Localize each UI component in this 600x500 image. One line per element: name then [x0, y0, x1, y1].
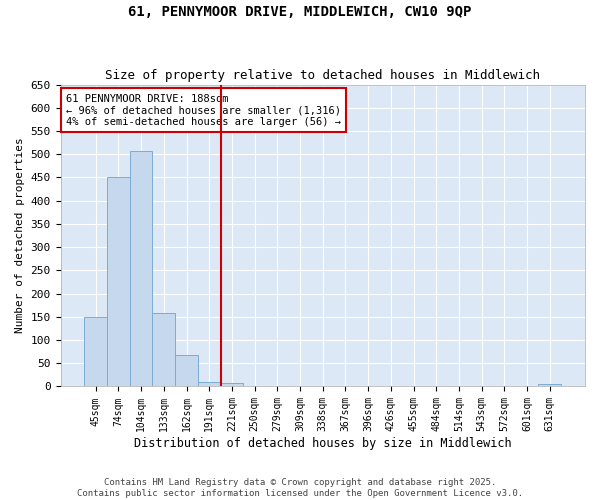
Y-axis label: Number of detached properties: Number of detached properties: [15, 138, 25, 334]
Text: Contains HM Land Registry data © Crown copyright and database right 2025.
Contai: Contains HM Land Registry data © Crown c…: [77, 478, 523, 498]
Bar: [198, 382, 221, 386]
Text: 61 PENNYMOOR DRIVE: 188sqm
← 96% of detached houses are smaller (1,316)
4% of se: 61 PENNYMOOR DRIVE: 188sqm ← 96% of deta…: [66, 94, 341, 127]
Bar: [538, 384, 561, 386]
Bar: [85, 317, 107, 386]
Bar: [152, 313, 175, 386]
X-axis label: Distribution of detached houses by size in Middlewich: Distribution of detached houses by size …: [134, 437, 512, 450]
Bar: [107, 178, 130, 386]
Bar: [130, 150, 152, 386]
Title: Size of property relative to detached houses in Middlewich: Size of property relative to detached ho…: [105, 69, 540, 82]
Text: 61, PENNYMOOR DRIVE, MIDDLEWICH, CW10 9QP: 61, PENNYMOOR DRIVE, MIDDLEWICH, CW10 9Q…: [128, 5, 472, 19]
Bar: [175, 355, 198, 386]
Bar: [221, 383, 243, 386]
